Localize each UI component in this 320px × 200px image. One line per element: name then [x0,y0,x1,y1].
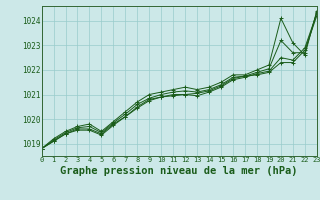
X-axis label: Graphe pression niveau de la mer (hPa): Graphe pression niveau de la mer (hPa) [60,166,298,176]
